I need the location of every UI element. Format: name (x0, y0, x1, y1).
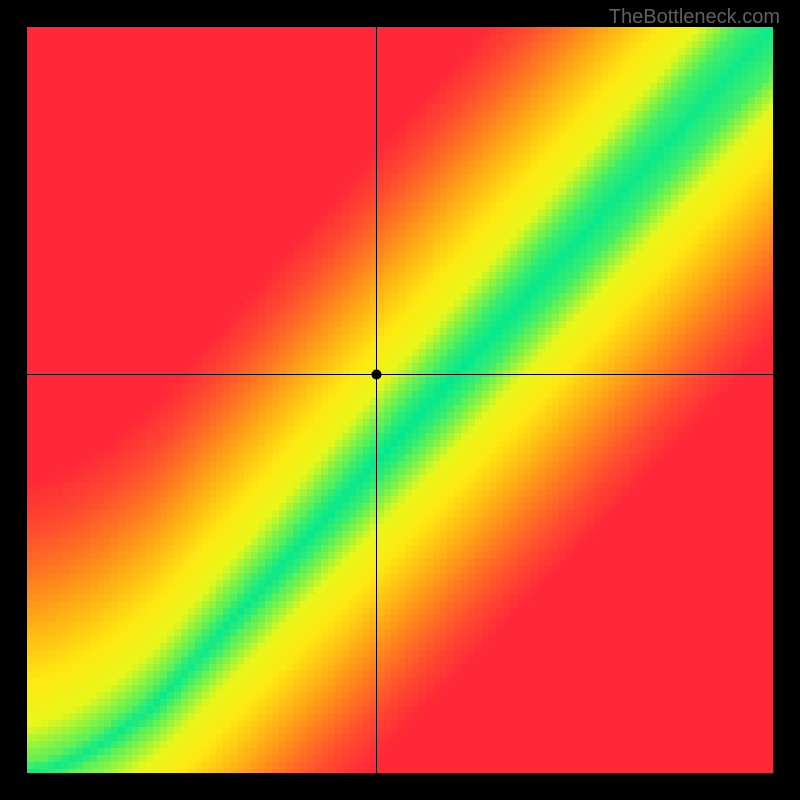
chart-container: TheBottleneck.com (0, 0, 800, 800)
heatmap-canvas (27, 27, 773, 773)
watermark-text: TheBottleneck.com (609, 6, 780, 29)
heatmap-plot (27, 27, 773, 773)
